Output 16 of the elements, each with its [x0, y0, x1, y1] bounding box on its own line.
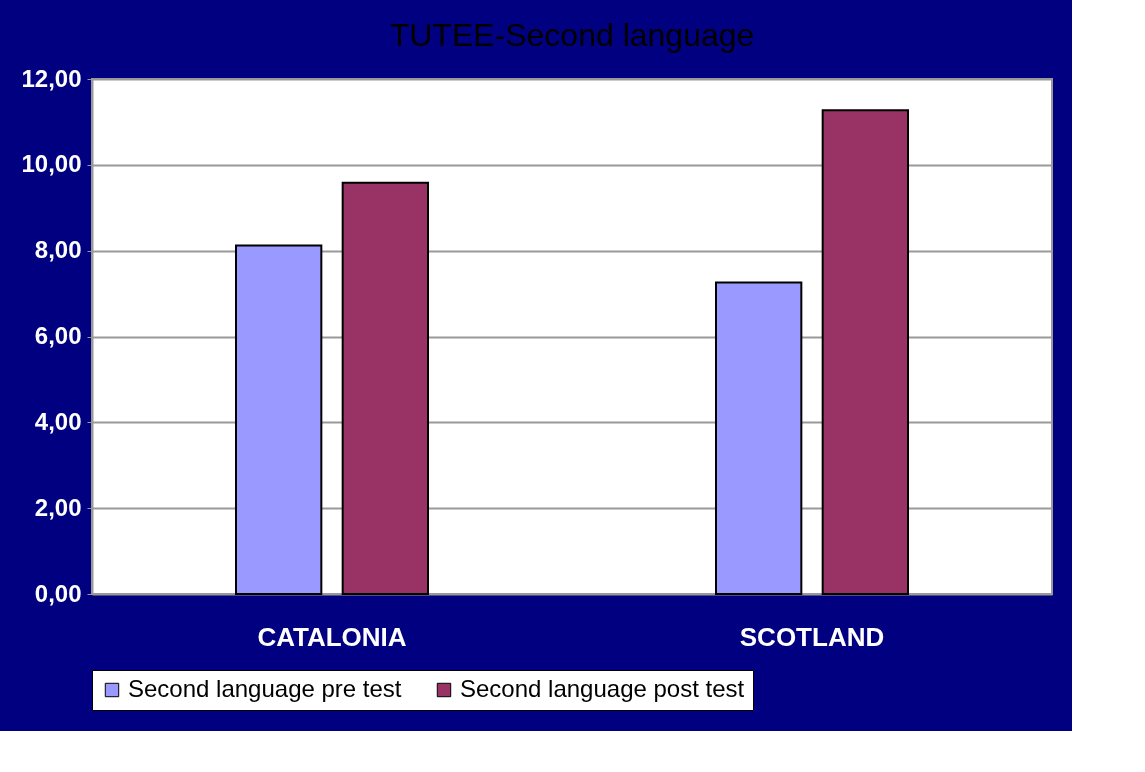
bar	[341, 181, 429, 595]
y-tick-label: 12,00	[21, 64, 82, 92]
y-tick-label: 8,00	[34, 236, 82, 264]
x-tick-label: CATALONIA	[257, 621, 407, 652]
y-tick-label: 4,00	[34, 407, 82, 435]
x-tick-label: SCOTLAND	[739, 621, 885, 652]
legend-label: Second language post test	[460, 675, 745, 702]
bar	[715, 281, 803, 595]
bar	[235, 244, 323, 595]
y-tick-label: 6,00	[34, 322, 82, 349]
y-tick-label: 10,00	[21, 150, 82, 178]
chart-title: TUTEE-Second language	[389, 17, 755, 53]
bar	[821, 109, 909, 595]
y-tick-label: 0,00	[34, 579, 82, 607]
legend-label: Second language pre test	[128, 675, 402, 702]
y-tick-label: 2,00	[34, 493, 82, 521]
